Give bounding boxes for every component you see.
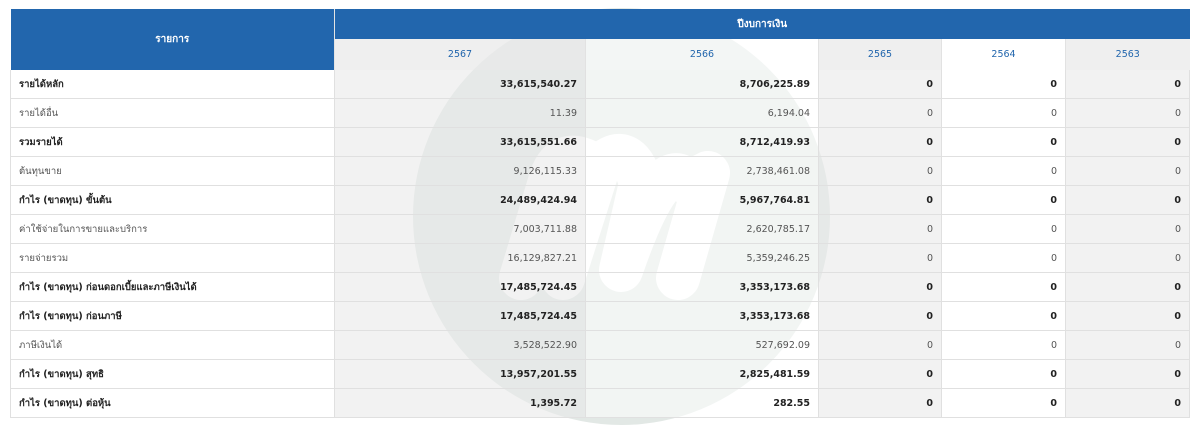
cell-value-2566: 5,359,246.25 [585,243,819,273]
year-header-2567: 2567 [334,39,586,70]
cell-value-2567: 16,129,827.21 [334,243,586,273]
cell-value-2564: 0 [941,98,1066,128]
cell-value-2566: 8,712,419.93 [585,127,819,157]
cell-value-2564: 0 [941,70,1066,99]
cell-value-2564: 0 [941,359,1066,389]
cell-value-2563: 0 [1065,70,1190,99]
table-row: กำไร (ขาดทุน) ก่อนภาษี 17,485,724.45 3,353… [10,301,1190,331]
cell-value-2567: 13,957,201.55 [334,359,586,389]
cell-value-2564: 0 [941,272,1066,302]
cell-value-2563: 0 [1065,98,1190,128]
cell-value-2567: 17,485,724.45 [334,272,586,302]
cell-value-2563: 0 [1065,127,1190,157]
cell-value-2567: 3,528,522.90 [334,330,586,360]
cell-value-2563: 0 [1065,156,1190,186]
row-label: กำไร (ขาดทุน) ขั้นต้น [10,185,335,215]
row-label: ค่าใช้จ่ายในการขายและบริการ [10,214,335,244]
cell-value-2565: 0 [818,127,942,157]
cell-value-2566: 2,738,461.08 [585,156,819,186]
cell-value-2564: 0 [941,388,1066,418]
cell-value-2565: 0 [818,214,942,244]
cell-value-2564: 0 [941,185,1066,215]
financial-table: รายการ ปีงบการเงิน 2567 2566 2565 2564 2563 … [10,9,1190,418]
year-header-2566: 2566 [585,39,819,70]
cell-value-2567: 24,489,424.94 [334,185,586,215]
cell-value-2565: 0 [818,185,942,215]
table-row: รายได้หลัก 33,615,540.27 8,706,225.89 0 0 0 [10,70,1190,99]
cell-value-2567: 33,615,540.27 [334,70,586,99]
table-row: กำไร (ขาดทุน) ต่อหุ้น 1,395.72 282.55 0 0 0 [10,388,1190,418]
row-label: กำไร (ขาดทุน) ก่อนภาษี [10,301,335,331]
table-row: กำไร (ขาดทุน) ก่อนดอกเบี้ยและภาษีเงินได้… [10,272,1190,302]
cell-value-2563: 0 [1065,388,1190,418]
table-row: รายจ่ายรวม 16,129,827.21 5,359,246.25 0 0 0 [10,243,1190,273]
cell-value-2564: 0 [941,243,1066,273]
cell-value-2563: 0 [1065,272,1190,302]
cell-value-2564: 0 [941,127,1066,157]
table-row: ค่าใช้จ่ายในการขายและบริการ 7,003,711.88 2… [10,214,1190,244]
cell-value-2567: 7,003,711.88 [334,214,586,244]
table-row: รายได้อื่น 11.39 6,194.04 0 0 0 [10,98,1190,128]
cell-value-2566: 527,692.09 [585,330,819,360]
row-label: รวมรายได้ [10,127,335,157]
cell-value-2563: 0 [1065,330,1190,360]
row-label: กำไร (ขาดทุน) สุทธิ [10,359,335,389]
row-label: รายได้หลัก [10,70,335,99]
year-header-2563: 2563 [1065,39,1190,70]
cell-value-2564: 0 [941,301,1066,331]
cell-value-2563: 0 [1065,214,1190,244]
cell-value-2566: 5,967,764.81 [585,185,819,215]
table-row: ต้นทุนขาย 9,126,115.33 2,738,461.08 0 0 0 [10,156,1190,186]
row-label: ต้นทุนขาย [10,156,335,186]
cell-value-2566: 3,353,173.68 [585,301,819,331]
cell-value-2564: 0 [941,156,1066,186]
year-header-2564: 2564 [941,39,1066,70]
cell-value-2566: 2,620,785.17 [585,214,819,244]
fiscal-year-header: ปีงบการเงิน [334,9,1190,39]
cell-value-2565: 0 [818,272,942,302]
row-label: กำไร (ขาดทุน) ก่อนดอกเบี้ยและภาษีเงินได้ [10,272,335,302]
cell-value-2566: 3,353,173.68 [585,272,819,302]
cell-value-2565: 0 [818,359,942,389]
cell-value-2564: 0 [941,330,1066,360]
row-label: กำไร (ขาดทุน) ต่อหุ้น [10,388,335,418]
cell-value-2565: 0 [818,98,942,128]
table-row: รวมรายได้ 33,615,551.66 8,712,419.93 0 0 0 [10,127,1190,157]
cell-value-2567: 9,126,115.33 [334,156,586,186]
cell-value-2566: 8,706,225.89 [585,70,819,99]
cell-value-2565: 0 [818,156,942,186]
cell-value-2563: 0 [1065,185,1190,215]
table-row: กำไร (ขาดทุน) ขั้นต้น 24,489,424.94 5,967,… [10,185,1190,215]
table-row: ภาษีเงินได้ 3,528,522.90 527,692.09 0 0 0 [10,330,1190,360]
table-row: กำไร (ขาดทุน) สุทธิ 13,957,201.55 2,825,48… [10,359,1190,389]
row-label: ภาษีเงินได้ [10,330,335,360]
year-header-2565: 2565 [818,39,942,70]
cell-value-2567: 1,395.72 [334,388,586,418]
cell-value-2566: 282.55 [585,388,819,418]
cell-value-2565: 0 [818,330,942,360]
cell-value-2567: 17,485,724.45 [334,301,586,331]
items-column-header: รายการ [10,9,335,70]
cell-value-2563: 0 [1065,359,1190,389]
cell-value-2567: 11.39 [334,98,586,128]
row-label: รายได้อื่น [10,98,335,128]
cell-value-2565: 0 [818,70,942,99]
row-label: รายจ่ายรวม [10,243,335,273]
cell-value-2563: 0 [1065,301,1190,331]
cell-value-2566: 6,194.04 [585,98,819,128]
cell-value-2566: 2,825,481.59 [585,359,819,389]
cell-value-2565: 0 [818,243,942,273]
cell-value-2563: 0 [1065,243,1190,273]
cell-value-2565: 0 [818,388,942,418]
cell-value-2565: 0 [818,301,942,331]
cell-value-2564: 0 [941,214,1066,244]
cell-value-2567: 33,615,551.66 [334,127,586,157]
